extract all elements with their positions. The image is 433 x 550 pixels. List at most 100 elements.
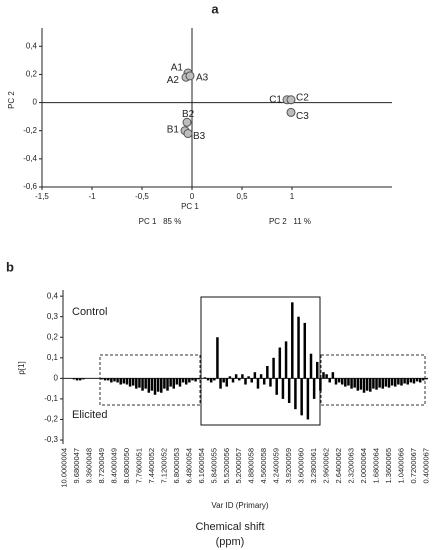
x-axis-title: Chemical shift <box>195 521 264 533</box>
bar <box>110 378 113 383</box>
bar <box>181 378 185 383</box>
bar <box>113 378 116 382</box>
point-label: A2 <box>167 75 180 86</box>
bar <box>381 378 385 389</box>
bar <box>316 361 319 379</box>
point <box>286 95 296 105</box>
y-tick-label: 0,2 <box>47 332 59 341</box>
x-tick-label: -1 <box>88 192 96 201</box>
x-tick-label: 1.0400066 <box>396 448 405 483</box>
bar <box>144 378 147 389</box>
bar <box>256 378 260 389</box>
bar <box>269 378 272 387</box>
bar <box>262 378 266 385</box>
annotation: PC 1 85 % <box>139 217 182 226</box>
bar <box>362 378 366 393</box>
bar <box>331 372 335 379</box>
x-tick-label: 8.7200049 <box>97 448 106 483</box>
y-tick-label: 0,3 <box>47 312 59 321</box>
bar <box>294 378 297 410</box>
bar <box>156 378 160 392</box>
x-tick-label: 2.3200063 <box>347 448 356 483</box>
bar <box>344 378 347 387</box>
bar <box>400 378 403 386</box>
bar <box>281 378 285 399</box>
bar <box>116 378 119 383</box>
bar <box>406 378 409 385</box>
bar <box>291 302 294 379</box>
y-tick-label: 0,4 <box>26 41 38 50</box>
bar <box>266 366 269 379</box>
bar <box>378 378 381 388</box>
bar <box>409 378 413 383</box>
point <box>182 117 192 127</box>
point-label: C1 <box>269 94 282 105</box>
point <box>286 107 296 117</box>
bar <box>359 378 363 390</box>
bar <box>325 374 328 379</box>
bar <box>228 376 232 379</box>
y-axis-label: p[1] <box>17 361 26 374</box>
bar <box>100 378 104 380</box>
bar <box>82 378 85 380</box>
point <box>183 129 193 139</box>
bar <box>238 378 241 381</box>
x-tick-label: 10.0000004 <box>60 448 69 488</box>
x-tick-label: 1 <box>290 192 295 201</box>
x-tick-label: 2.0000064 <box>359 448 368 483</box>
y-tick-label: -0,2 <box>44 415 58 424</box>
bar <box>272 357 275 379</box>
bar <box>372 378 375 389</box>
point-label: B2 <box>182 109 195 120</box>
bar <box>175 378 179 385</box>
x-tick-label: 1.6800064 <box>372 448 381 483</box>
x-tick-label: 3.2800061 <box>309 448 318 483</box>
bar <box>278 347 282 379</box>
x-tick-label: 7.1200052 <box>159 448 168 483</box>
bar <box>287 378 291 404</box>
panel-label: b <box>6 259 14 274</box>
bar <box>250 378 253 383</box>
x-tick-label: 7.7600051 <box>134 448 143 483</box>
bar <box>160 378 163 393</box>
bar <box>122 378 126 384</box>
bar <box>213 378 216 381</box>
bar <box>244 378 247 385</box>
bar <box>78 378 82 381</box>
bar <box>178 378 182 387</box>
bar <box>131 378 135 386</box>
bar <box>219 378 222 389</box>
panel-label: a <box>211 1 219 16</box>
bar <box>353 378 356 388</box>
bar <box>340 378 344 385</box>
x-tick-label: 0,5 <box>236 192 248 201</box>
region-box <box>200 296 321 426</box>
x-tick-label: 0.7200067 <box>409 448 418 483</box>
bar <box>206 378 210 381</box>
bar <box>322 372 325 379</box>
point-label: C3 <box>296 111 309 122</box>
region-box <box>99 354 201 406</box>
x-tick-label: 2.6400062 <box>334 448 343 483</box>
bar <box>303 322 307 379</box>
bar <box>369 378 372 392</box>
y-tick-label: 0,4 <box>47 291 59 300</box>
y-tick-label: -0,6 <box>23 182 37 191</box>
bar <box>387 378 391 388</box>
x-tick-label: 7.4400052 <box>147 448 156 483</box>
y-tick-label: -0,1 <box>44 394 58 403</box>
point-label: A1 <box>171 63 184 74</box>
bar <box>216 337 219 379</box>
bar <box>150 378 154 391</box>
y-tick-label: -0,4 <box>23 154 37 163</box>
y-axis-label: PC 2 <box>7 91 16 109</box>
y-tick-label: 0,2 <box>26 70 38 79</box>
bar <box>141 378 144 391</box>
bar <box>418 378 422 383</box>
x-tick-label: 5.5200056 <box>222 448 231 483</box>
x-tick-label: 9.3600048 <box>85 448 94 483</box>
bar <box>163 378 166 389</box>
bar <box>119 378 122 385</box>
bar <box>300 378 303 416</box>
bar <box>138 378 141 388</box>
